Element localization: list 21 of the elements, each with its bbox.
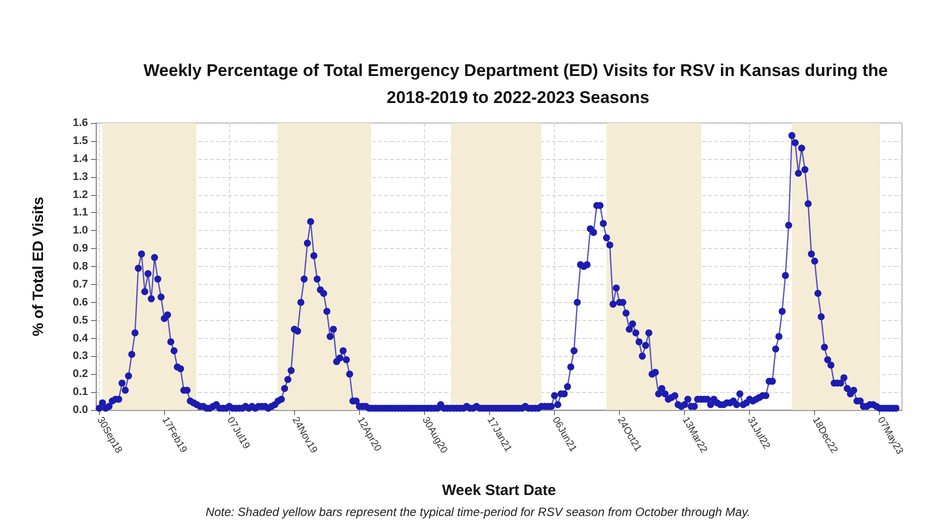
y-tick-label: 0.2: [72, 368, 88, 380]
y-tick-label: 1.3: [72, 170, 88, 183]
y-tick-label: 0.3: [72, 350, 88, 362]
y-tick-label: 0.8: [72, 260, 88, 272]
y-tick-label: 1.5: [72, 134, 88, 147]
y-tick-label: 1.6: [72, 117, 88, 129]
y-tick-label: 1.4: [72, 152, 89, 165]
y-tick-label: 0.0: [72, 404, 88, 416]
y-tick-label: 0.6: [72, 296, 88, 308]
y-tick-label: 0.5: [72, 314, 88, 326]
chart-title: Weekly Percentage of Total Emergency Department (ED) Visits for RSV in Kansas during the 2018-2019 to 2022-2023 Seasons: [143, 61, 893, 107]
y-tick-label: 0.9: [72, 242, 88, 255]
y-tick-label: 1.1: [72, 206, 88, 219]
y-tick-label: 1.2: [72, 188, 88, 201]
y-tick-label: 1.0: [72, 224, 88, 237]
y-tick-label: 0.1: [72, 386, 88, 398]
y-tick-label: 0.4: [72, 332, 89, 344]
x-axis-title: Week Start Date: [442, 482, 556, 499]
y-axis-title: % of Total ED Visits: [30, 196, 47, 336]
text: Note: Shaded yellow bars represent the typical time-period for RSV season from October through May.: [206, 505, 750, 519]
y-tick-label: 0.7: [72, 278, 88, 290]
